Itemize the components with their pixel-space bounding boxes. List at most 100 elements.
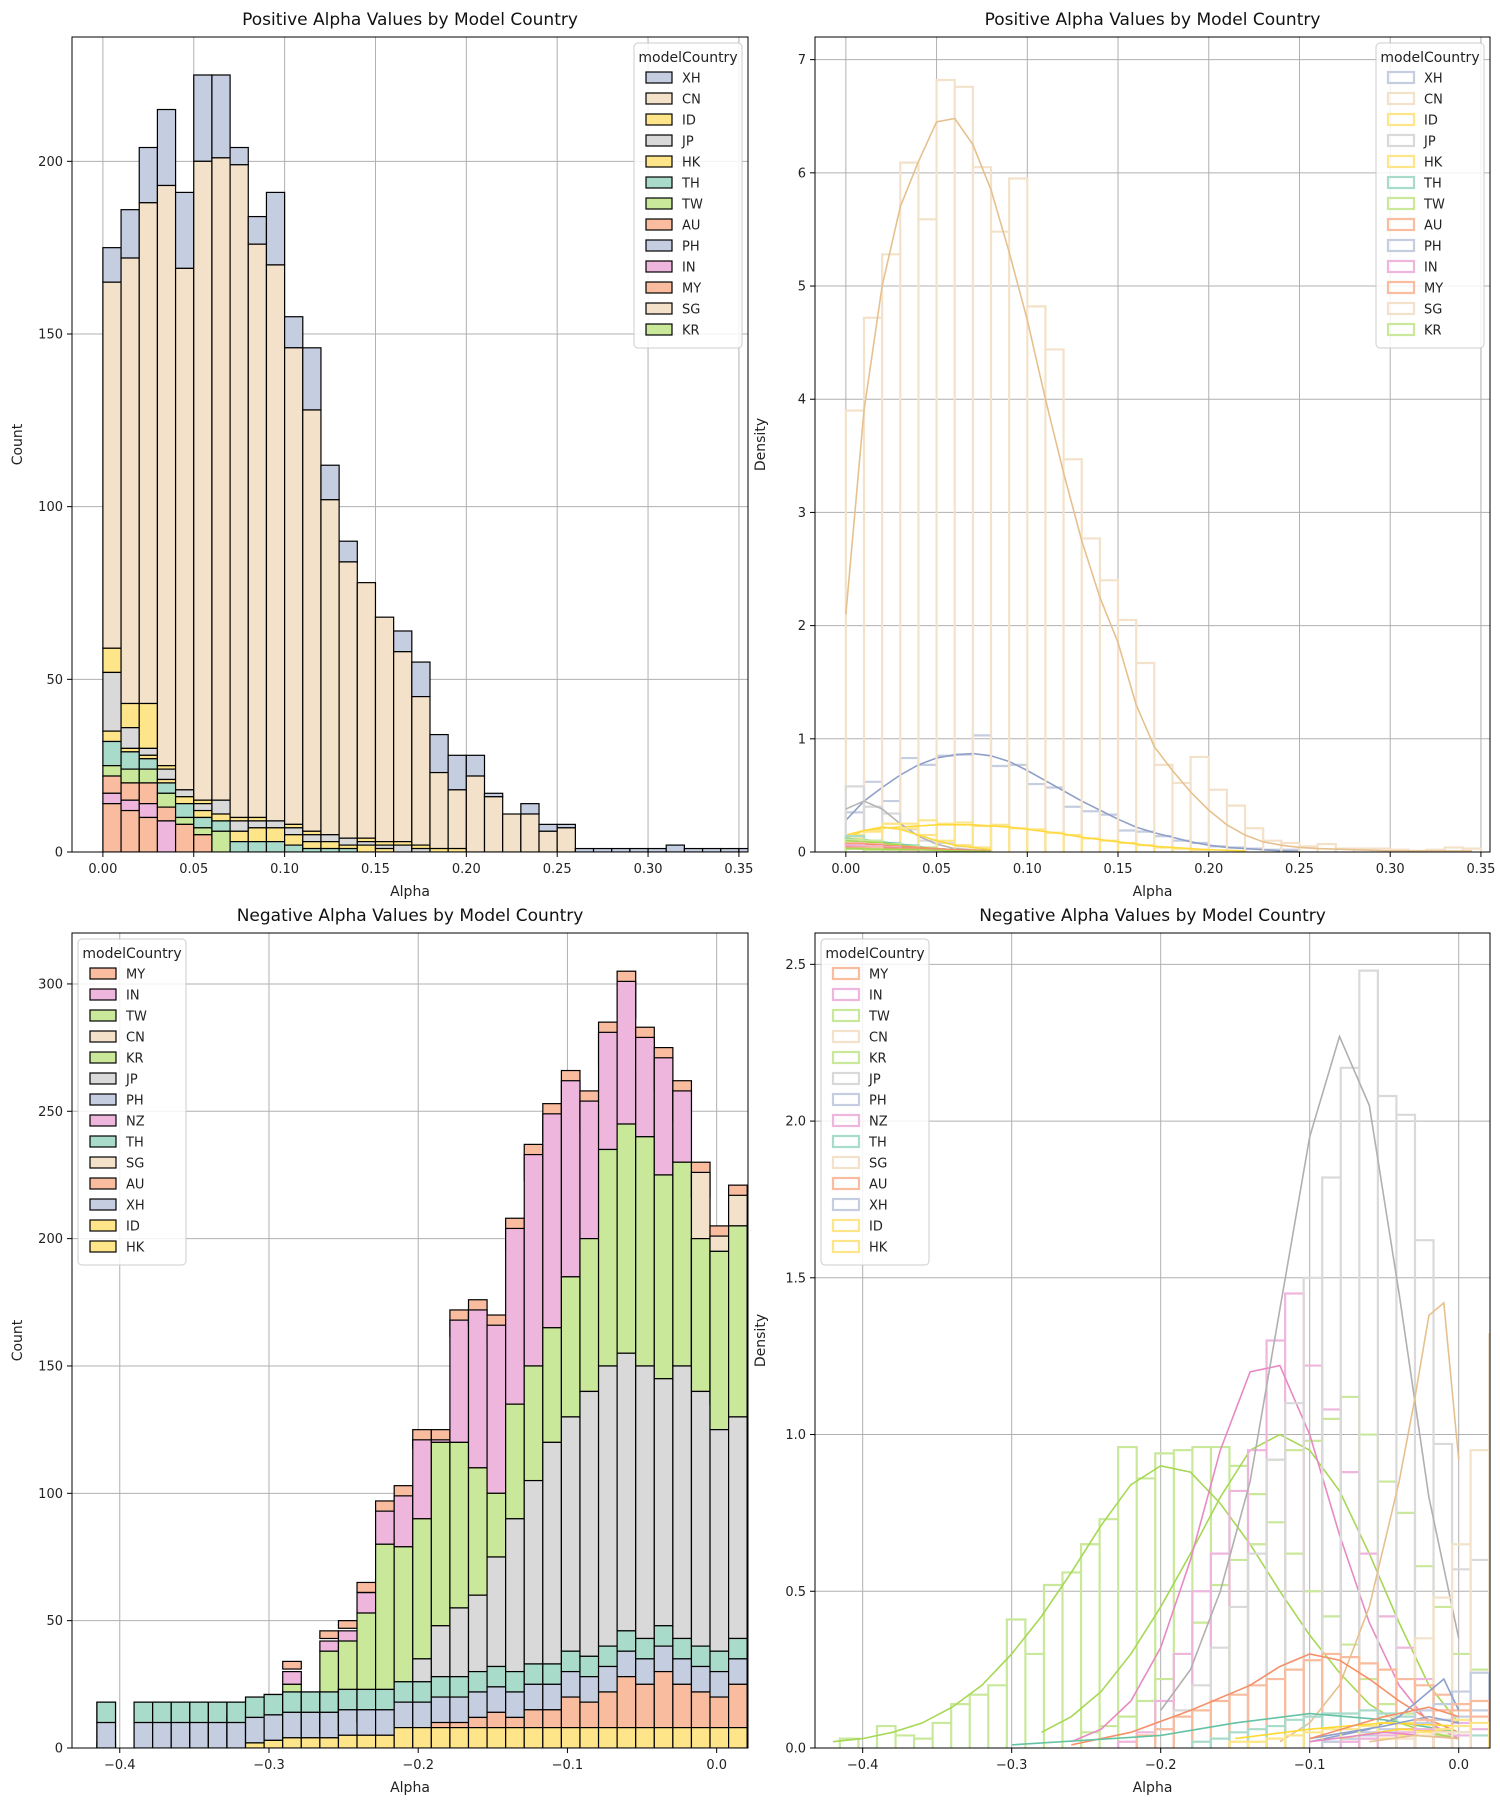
legend-swatch [645, 302, 673, 315]
bar-segment [766, 1277, 785, 1481]
bar-segment [728, 1225, 748, 1418]
kde-line [845, 826, 992, 851]
bar-segment [120, 799, 140, 812]
bar-segment [156, 820, 177, 852]
legend-label: TW [125, 1010, 147, 1025]
y-tick-label: 0 [55, 1742, 63, 1757]
bar-segment [102, 730, 122, 743]
bar-segment [709, 1429, 730, 1652]
x-tick-label: −0.3 [253, 1758, 285, 1773]
legend-swatch [89, 1009, 117, 1022]
series-JP [1154, 969, 1490, 1748]
legend-label: TW [868, 1010, 890, 1025]
neg_density-panel: −0.4 −0.3 −0.2 −0.1 0.0 0.0 0.5 1.0 1.5 2.0 2.5 Neg… [753, 906, 1491, 1796]
x-tick-label: 0.30 [1376, 862, 1405, 877]
bar-segment [247, 243, 268, 819]
legend-label: SG [126, 1157, 144, 1172]
kde-line [845, 847, 992, 852]
bar-segment [523, 1663, 544, 1685]
bar-segment [728, 1658, 748, 1685]
x-tick-label: 0.00 [88, 862, 117, 877]
bar-segment [319, 1640, 340, 1652]
bar-segment [265, 191, 286, 266]
kde-line [845, 117, 1472, 852]
x-axis-label: Alpha [390, 1780, 430, 1796]
bar-segment [505, 1670, 525, 1693]
legend-swatch [1386, 133, 1416, 148]
bar-segment [356, 1734, 377, 1748]
bar-segment [430, 1676, 451, 1698]
bar-segment [338, 847, 358, 852]
bar-segment [766, 1506, 785, 1638]
bar-segment [579, 1701, 600, 1729]
legend-label: KR [1424, 324, 1442, 339]
bar-segment [486, 1727, 507, 1748]
bar-segment [449, 1676, 470, 1698]
legend-label: IN [126, 989, 140, 1004]
bar-segment [174, 789, 195, 798]
x-tick-label: 0.20 [452, 862, 481, 877]
y-tick-label: 5 [798, 280, 806, 295]
legend-title: modelCountry [825, 946, 924, 962]
bar-segment [520, 803, 540, 815]
x-tick-label: 0.00 [831, 862, 860, 877]
legend-label: PH [869, 1094, 887, 1109]
bar-segment [174, 267, 195, 791]
legend-swatch [645, 281, 673, 294]
x-axis-label: Alpha [1133, 884, 1173, 900]
bar-segment [247, 820, 268, 829]
y-tick-label: 200 [38, 1232, 63, 1247]
bar-segment [486, 1556, 507, 1668]
bar-segment [337, 1630, 358, 1642]
bar-segment [672, 1658, 693, 1685]
bar-segment [486, 1324, 507, 1494]
axes-frame [814, 932, 1491, 1749]
x-tick-label: 0.35 [724, 862, 753, 877]
x-tick-label: −0.2 [1145, 1758, 1177, 1773]
bar-segment [319, 1737, 340, 1748]
bar-segment [635, 1727, 655, 1748]
bar-segment [597, 1691, 618, 1729]
bar-segment [265, 841, 286, 852]
bar-segment [102, 803, 122, 852]
bar-segment [449, 1727, 470, 1748]
bar-segment [690, 1645, 711, 1668]
bar-segment [375, 1510, 395, 1545]
bar-segment [138, 782, 159, 805]
bar-segment [375, 1709, 395, 1736]
bar-segment [505, 1518, 525, 1673]
legend-label: XH [1424, 72, 1443, 87]
y-axis-label: Count [10, 423, 26, 465]
bar-segment [690, 1238, 711, 1393]
legend-swatch [1386, 301, 1416, 316]
y-axis-label: Density [753, 1314, 769, 1367]
bar-segment [284, 827, 304, 836]
legend-swatch [89, 1198, 117, 1211]
legend: modelCountry MY IN TW CN KR JP PH NZ TH SG AU XH ID HK [820, 938, 930, 1266]
legend-label: CN [869, 1031, 888, 1046]
bar-segment [766, 1728, 785, 1748]
bar-segment [746, 1642, 748, 1665]
bar-segment [156, 792, 177, 808]
bar-segment [211, 157, 231, 801]
legend-label: IN [869, 989, 883, 1004]
x-tick-label: −0.3 [996, 1758, 1028, 1773]
bar-segment [467, 1691, 488, 1719]
legend-swatch [831, 1176, 861, 1191]
bar-segment [174, 823, 195, 852]
series-TW [1041, 1395, 1490, 1748]
bar-segment [393, 1681, 414, 1703]
bar-segment [263, 1739, 284, 1748]
bar-segment [709, 1727, 730, 1748]
legend-label: SG [1424, 303, 1442, 318]
legend-swatch [831, 966, 861, 981]
legend: modelCountry XH CN ID JP HK TH TW AU PH IN MY SG KR [633, 42, 743, 349]
series-KR [844, 847, 992, 852]
bar-segment [579, 1655, 600, 1678]
bar-segment [102, 671, 122, 732]
bar-segment [393, 1546, 414, 1698]
bar-segment [430, 1721, 451, 1729]
bar-segment [653, 1670, 674, 1729]
bar-segment [356, 1581, 377, 1593]
bar-segment [766, 1277, 785, 1506]
